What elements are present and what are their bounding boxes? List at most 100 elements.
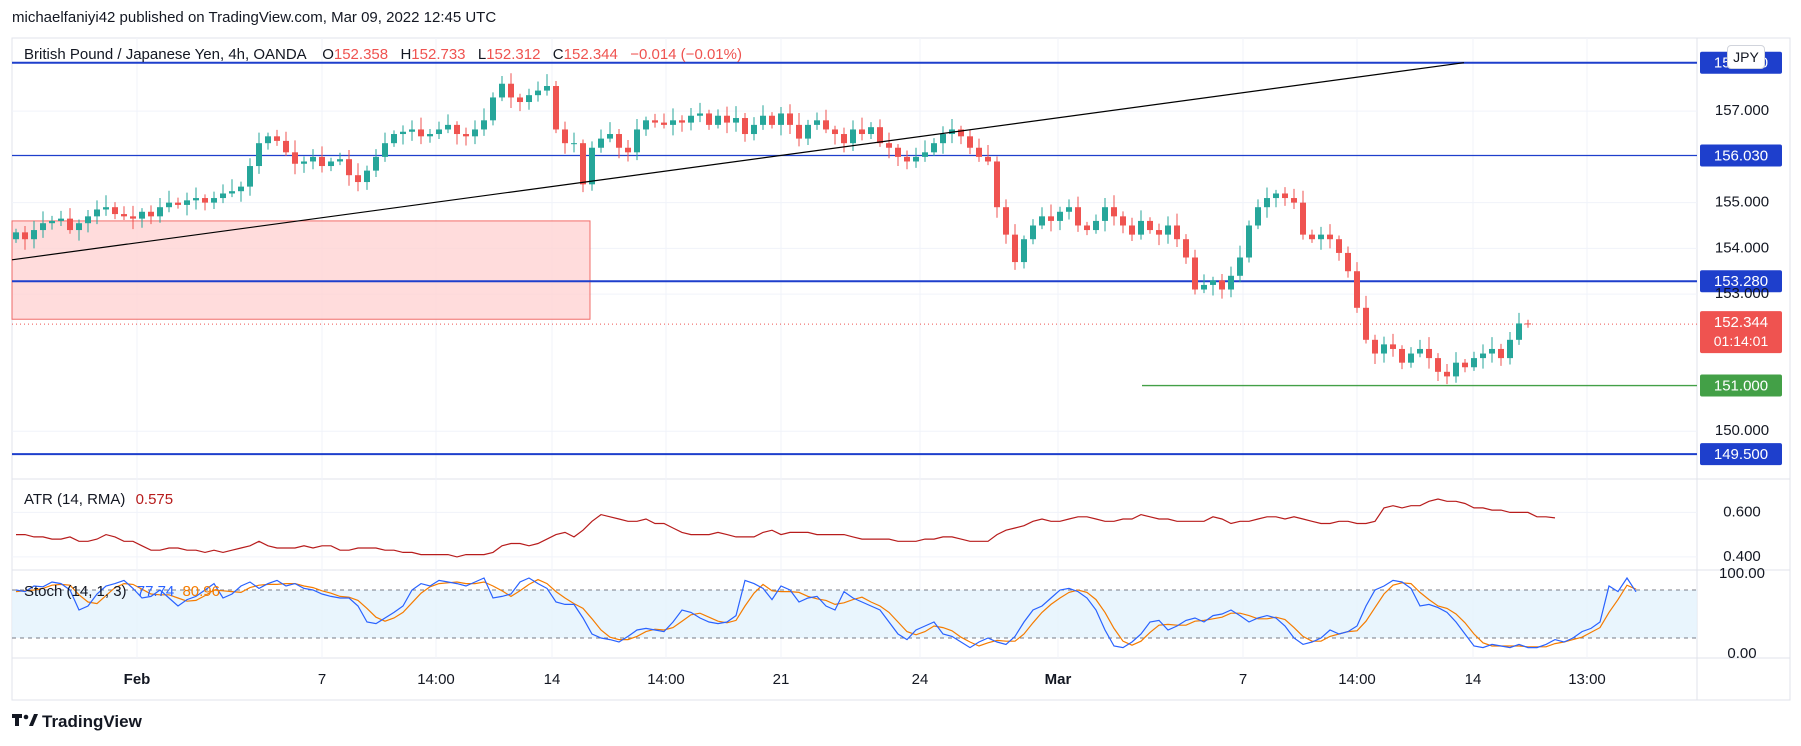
candle-body: [193, 198, 199, 201]
time-tick-label: 14: [544, 671, 561, 688]
candle-body: [985, 156, 991, 162]
low-label: L: [477, 46, 487, 63]
candle-body: [607, 134, 613, 139]
candle-body: [535, 90, 541, 96]
candle-body: [1408, 353, 1414, 363]
candle-body: [544, 86, 550, 91]
candle-body: [1426, 348, 1432, 359]
level-price-label: 156.030: [1714, 147, 1768, 164]
candle-body: [283, 140, 289, 153]
tradingview-logo[interactable]: TradingView: [12, 711, 142, 733]
candle-body: [553, 86, 559, 130]
candle-body: [625, 147, 631, 153]
level-price-badge[interactable]: [1700, 144, 1782, 167]
candle-body: [67, 218, 73, 231]
atr-tick-label: 0.600: [1723, 503, 1761, 520]
current-price-badge[interactable]: [1700, 311, 1782, 354]
candle-body: [427, 134, 433, 137]
candle-body: [373, 156, 379, 171]
candle-body: [1273, 193, 1279, 199]
atr-label: ATR (14, RMA): [24, 491, 126, 508]
time-tick-label: Mar: [1045, 671, 1072, 688]
candle-body: [679, 120, 685, 123]
candle-body: [1174, 225, 1180, 240]
candle-body: [202, 198, 208, 203]
candle-body: [1444, 371, 1450, 377]
candle-body: [814, 120, 820, 125]
candle-body: [1021, 239, 1027, 263]
candle-body: [670, 120, 676, 125]
candle-body: [1228, 275, 1234, 290]
candle-body: [1165, 225, 1171, 235]
bar-countdown-label: 01:14:01: [1714, 333, 1769, 349]
candle-body: [787, 113, 793, 125]
candle-body: [1435, 358, 1441, 372]
stoch-band-fill: [12, 590, 1697, 638]
candle-body: [499, 83, 505, 98]
time-tick-label: 7: [1239, 671, 1247, 688]
candle-body: [733, 118, 739, 123]
candle-body: [1381, 344, 1387, 354]
candle-body: [976, 147, 982, 157]
candle-body: [292, 152, 298, 164]
candle-body: [481, 120, 487, 130]
candle-body: [940, 134, 946, 144]
candle-body: [1066, 207, 1072, 212]
level-price-badge[interactable]: [1700, 270, 1782, 293]
publisher-line: michaelfaniyi42 published on TradingView…: [12, 9, 497, 26]
candle-body: [355, 175, 361, 183]
candle-body: [148, 211, 154, 217]
candle-body: [1462, 362, 1468, 368]
time-tick-label: 14:00: [647, 671, 685, 688]
tradingview-brand: TradingView: [42, 712, 142, 731]
level-price-badge[interactable]: [1700, 443, 1782, 466]
candle-body: [850, 129, 856, 144]
candle-body: [247, 166, 253, 187]
candle-body: [1318, 234, 1324, 240]
candle-body: [751, 124, 757, 135]
candle-body: [832, 129, 838, 135]
current-price-label: 152.344: [1714, 314, 1768, 331]
candle-body: [265, 136, 271, 144]
time-tick-label: 24: [912, 671, 929, 688]
currency-badge[interactable]: JPY: [1727, 45, 1765, 69]
candle-body: [157, 207, 163, 217]
support-price-badge[interactable]: [1700, 374, 1782, 397]
candle-body: [1300, 202, 1306, 235]
candle-body: [1210, 280, 1216, 285]
candle-body: [13, 232, 19, 240]
high-label: H: [400, 46, 412, 63]
candle-body: [1489, 348, 1495, 354]
candle-body: [796, 124, 802, 139]
candle-body: [463, 134, 469, 137]
candle-body: [409, 129, 415, 132]
candle-body: [40, 223, 46, 231]
symbol-title: British Pound / Japanese Yen, 4h, OANDA: [24, 46, 306, 63]
candle-body: [445, 124, 451, 130]
candle-body: [1075, 207, 1081, 226]
candle-body: [1237, 257, 1243, 276]
price-tick-label: 155.000: [1715, 194, 1769, 211]
candle-body: [220, 193, 226, 199]
candle-body: [1138, 220, 1144, 235]
supply-zone-rect: [11, 220, 591, 320]
candle-body: [1147, 220, 1153, 231]
candle-body: [400, 131, 406, 135]
ascending-trendline[interactable]: [11, 62, 1465, 261]
candle-body: [1336, 239, 1342, 253]
candle-body: [706, 113, 712, 125]
candle-body: [472, 129, 478, 137]
candle-body: [166, 202, 172, 208]
candle-body: [319, 156, 325, 167]
chart-frame: [11, 37, 1791, 701]
candle-body: [778, 113, 784, 125]
candle-body: [1282, 193, 1288, 199]
candle-body: [94, 209, 100, 217]
stoch-d-value: 80.96: [182, 583, 220, 600]
candle-body: [517, 97, 523, 103]
candle-body: [859, 129, 865, 135]
stoch-legend: Stoch (14, 1, 3) 77.74 80.96: [24, 583, 220, 600]
candle-body: [1453, 362, 1459, 377]
candle-body: [1390, 344, 1396, 349]
